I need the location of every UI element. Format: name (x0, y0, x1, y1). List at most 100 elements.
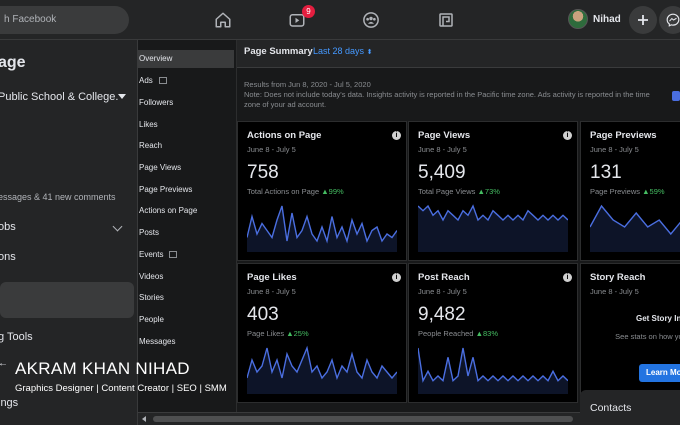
nav-item-ads[interactable]: Ads (138, 72, 234, 90)
change-indicator: ▲59% (642, 187, 665, 196)
card-date: June 8 - July 5 (590, 287, 639, 296)
info-icon[interactable]: i (563, 131, 572, 140)
nav-item-messages[interactable]: Messages (139, 337, 176, 346)
nav-item-posts[interactable]: Posts (139, 228, 160, 237)
results-line: Results from Jun 8, 2020 - Jul 5, 2020 (244, 80, 371, 89)
sidebar-item-jobs[interactable]: obs (0, 221, 16, 233)
search-bar[interactable]: h Facebook (0, 6, 129, 34)
side-toggle[interactable] (672, 91, 680, 101)
caret-down-icon[interactable] (118, 94, 126, 99)
sparkline-line (418, 204, 568, 222)
card-title: Page Previews (590, 130, 657, 141)
nav-item-page-views[interactable]: Page Views (139, 163, 182, 172)
sparkline-line (418, 347, 568, 383)
change-indicator: ▲99% (321, 187, 344, 196)
arrow-left-icon: ← (0, 358, 8, 369)
groups-icon[interactable] (359, 8, 383, 32)
messenger-button[interactable] (659, 6, 680, 34)
horizontal-scrollbar[interactable] (138, 412, 580, 425)
sidebar-item-promotions[interactable]: ons (0, 251, 16, 263)
nav-item-page-previews[interactable]: Page Previews (139, 185, 193, 194)
nav-item-likes[interactable]: Likes (139, 120, 158, 129)
card-title: Actions on Page (247, 130, 322, 141)
info-icon[interactable]: i (392, 131, 401, 140)
card-actions-on-page[interactable]: Actions on Page i June 8 - July 5 758 To… (237, 121, 407, 261)
card-value: 758 (247, 162, 279, 183)
messenger-icon (666, 13, 680, 27)
card-value: 131 (590, 162, 622, 183)
sparkline-area (590, 206, 680, 252)
sparkline-chart (418, 204, 568, 252)
sparkline-area (247, 348, 397, 394)
avatar (568, 9, 588, 29)
scroll-thumb[interactable] (153, 416, 573, 422)
card-page-views[interactable]: Page Views i June 8 - July 5 5,409 Total… (408, 121, 578, 261)
user-name: Nihad (593, 13, 621, 25)
sparkline-chart (247, 205, 397, 252)
card-title: Page Views (418, 130, 471, 141)
sparkline-area (418, 348, 568, 394)
sparkline-area (418, 206, 568, 252)
sparkline-line (590, 204, 680, 236)
create-button[interactable] (629, 6, 657, 34)
insights-nav: Overview Ads Followers Likes Reach Page … (138, 40, 237, 412)
left-panel: age Public School & College. essages & 4… (0, 40, 138, 425)
learn-more-button[interactable]: Learn Mo (639, 364, 680, 382)
info-icon[interactable]: i (392, 273, 401, 282)
card-post-reach[interactable]: Post Reach i June 8 - July 5 9,482 Peopl… (408, 263, 578, 403)
card-date: June 8 - July 5 (590, 145, 639, 154)
sidebar-item-settings[interactable]: ings (0, 397, 19, 409)
nav-item-people[interactable]: People (139, 315, 164, 324)
card-page-previews[interactable]: Page Previews June 8 - July 5 131 Page P… (580, 121, 680, 261)
card-value: 5,409 (418, 162, 466, 183)
card-subtitle: Page Likes ▲25% (247, 329, 309, 338)
change-indicator: ▲83% (475, 329, 498, 338)
results-note: Results from Jun 8, 2020 - Jul 5, 2020 N… (244, 80, 654, 110)
search-placeholder: h Facebook (4, 14, 57, 25)
sidebar-item-publishing-tools[interactable]: g Tools (0, 331, 33, 343)
change-indicator: ▲73% (477, 187, 500, 196)
plus-icon (638, 15, 648, 25)
page-selector[interactable]: Public School & College. (0, 91, 119, 103)
nav-item-events[interactable]: Events (138, 246, 234, 264)
change-indicator: ▲25% (286, 329, 309, 338)
sparkline-chart (418, 347, 568, 394)
card-subtitle: Total Page Views ▲73% (418, 187, 500, 196)
external-link-icon (158, 77, 167, 85)
info-icon[interactable]: i (563, 273, 572, 282)
card-story-reach[interactable]: Story Reach June 8 - July 5 Get Story In… (580, 263, 680, 403)
nav-item-overview[interactable]: Overview (138, 50, 234, 68)
card-title: Post Reach (418, 272, 470, 283)
profile-link[interactable]: Nihad (568, 9, 621, 29)
main-content: Page Summary Last 28 days ⬍ Results from… (237, 40, 680, 412)
note-text: Note: Does not include today's data. Ins… (244, 90, 650, 109)
card-page-likes[interactable]: Page Likes i June 8 - July 5 403 Page Li… (237, 263, 407, 403)
sidebar-item-insights[interactable] (0, 282, 134, 318)
sparkline-line (247, 345, 397, 381)
story-cta-title: Get Story Insi (636, 314, 680, 323)
contacts-panel[interactable]: Contacts (580, 390, 680, 425)
card-subtitle: Page Previews ▲59% (590, 187, 665, 196)
contacts-label: Contacts (590, 402, 632, 414)
top-bar: h Facebook 9 Nihad (0, 0, 680, 40)
nav-item-followers[interactable]: Followers (139, 98, 174, 107)
sparkline-chart (247, 345, 397, 394)
nav-item-actions-on-page[interactable]: Actions on Page (139, 206, 198, 215)
nav-item-videos[interactable]: Videos (139, 272, 164, 281)
watermark-subtitle: Graphics Designer | Content Creator | SE… (15, 383, 227, 394)
gaming-icon[interactable] (434, 8, 458, 32)
sparkline-line (247, 205, 397, 244)
card-date: June 8 - July 5 (418, 287, 467, 296)
nav-item-stories[interactable]: Stories (139, 293, 164, 302)
card-title: Story Reach (590, 272, 646, 283)
watch-icon[interactable] (285, 8, 309, 32)
chevron-down-icon[interactable] (112, 221, 123, 232)
card-subtitle: Total Actions on Page ▲99% (247, 187, 344, 196)
card-value: 9,482 (418, 304, 466, 325)
card-subtitle: People Reached ▲83% (418, 329, 498, 338)
scroll-left-icon[interactable] (142, 416, 146, 422)
card-title: Page Likes (247, 272, 297, 283)
home-icon[interactable] (211, 8, 235, 32)
date-range-selector[interactable]: Last 28 days ⬍ (313, 46, 373, 56)
nav-item-reach[interactable]: Reach (139, 141, 163, 150)
